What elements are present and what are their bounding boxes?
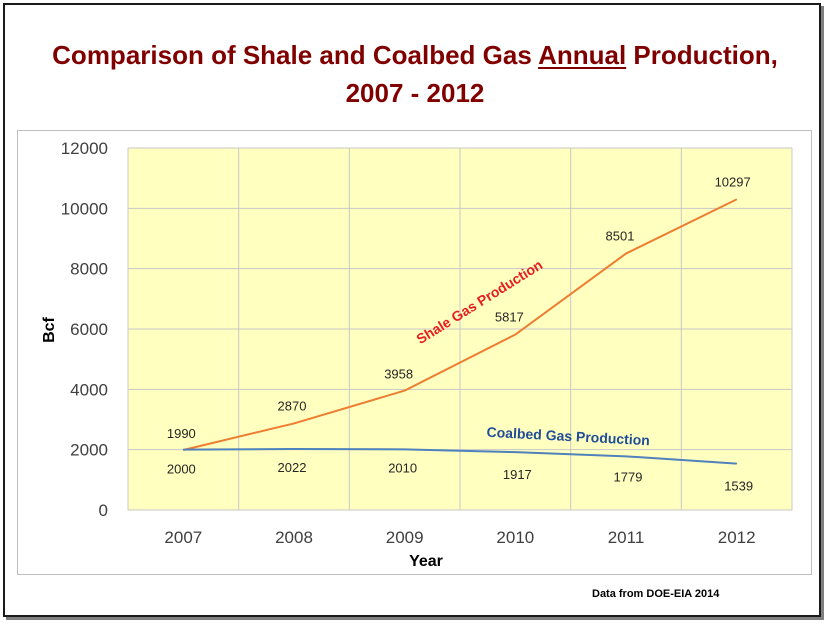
- title-part1: Comparison of Shale and Coalbed Gas: [52, 40, 539, 70]
- y-tick-label: 8000: [70, 260, 108, 279]
- data-point: [736, 198, 738, 200]
- x-tick-label: 2008: [275, 528, 313, 547]
- series-line-shale: [183, 198, 738, 451]
- data-point: [514, 451, 516, 453]
- data-point: [404, 390, 406, 392]
- y-tick-label: 6000: [70, 320, 108, 339]
- y-tick-label: 0: [99, 501, 108, 520]
- shale-data-label: 3958: [384, 367, 413, 382]
- x-tick-label: 2010: [496, 528, 534, 547]
- shale-data-label: 1990: [167, 426, 196, 441]
- y-axis-title: Bcf: [41, 316, 58, 342]
- coalbed-data-label: 1917: [503, 467, 532, 482]
- chart-title: Comparison of Shale and Coalbed Gas Annu…: [0, 36, 830, 112]
- coalbed-data-label: 2000: [167, 462, 196, 477]
- chart-title-line2: 2007 - 2012: [345, 78, 485, 108]
- shale-data-label: 10297: [715, 174, 751, 189]
- data-point: [182, 449, 184, 451]
- x-tick-label: 2012: [718, 528, 756, 547]
- shale-data-label: 5817: [495, 310, 524, 325]
- coalbed-data-label: 2010: [388, 460, 417, 475]
- data-point: [293, 422, 295, 424]
- data-point: [625, 253, 627, 255]
- shale-data-label: 8501: [606, 229, 635, 244]
- chart-title-line1: Comparison of Shale and Coalbed Gas Annu…: [0, 36, 830, 74]
- series-line-coalbed: [183, 448, 737, 465]
- source-note: Data from DOE-EIA 2014: [592, 588, 720, 600]
- coalbed-data-label: 1779: [614, 469, 643, 484]
- y-tick-label: 2000: [70, 441, 108, 460]
- x-axis-title: Year: [409, 553, 443, 570]
- title-part2-underlined: Annual: [538, 40, 627, 70]
- y-tick-label: 10000: [61, 199, 108, 218]
- data-point: [736, 463, 738, 465]
- y-tick-label: 4000: [70, 380, 108, 399]
- title-part3: Production,: [626, 40, 778, 70]
- data-point: [404, 448, 406, 450]
- x-tick-label: 2007: [164, 528, 202, 547]
- shale-data-label: 2870: [278, 398, 307, 413]
- coalbed-data-label: 2022: [278, 460, 307, 475]
- data-point: [514, 334, 516, 336]
- coalbed-data-label: 1539: [724, 479, 753, 494]
- x-tick-label: 2011: [608, 528, 645, 547]
- y-tick-label: 12000: [61, 139, 108, 158]
- x-tick-label: 2009: [386, 528, 424, 547]
- data-point: [625, 455, 627, 457]
- data-point: [293, 448, 295, 450]
